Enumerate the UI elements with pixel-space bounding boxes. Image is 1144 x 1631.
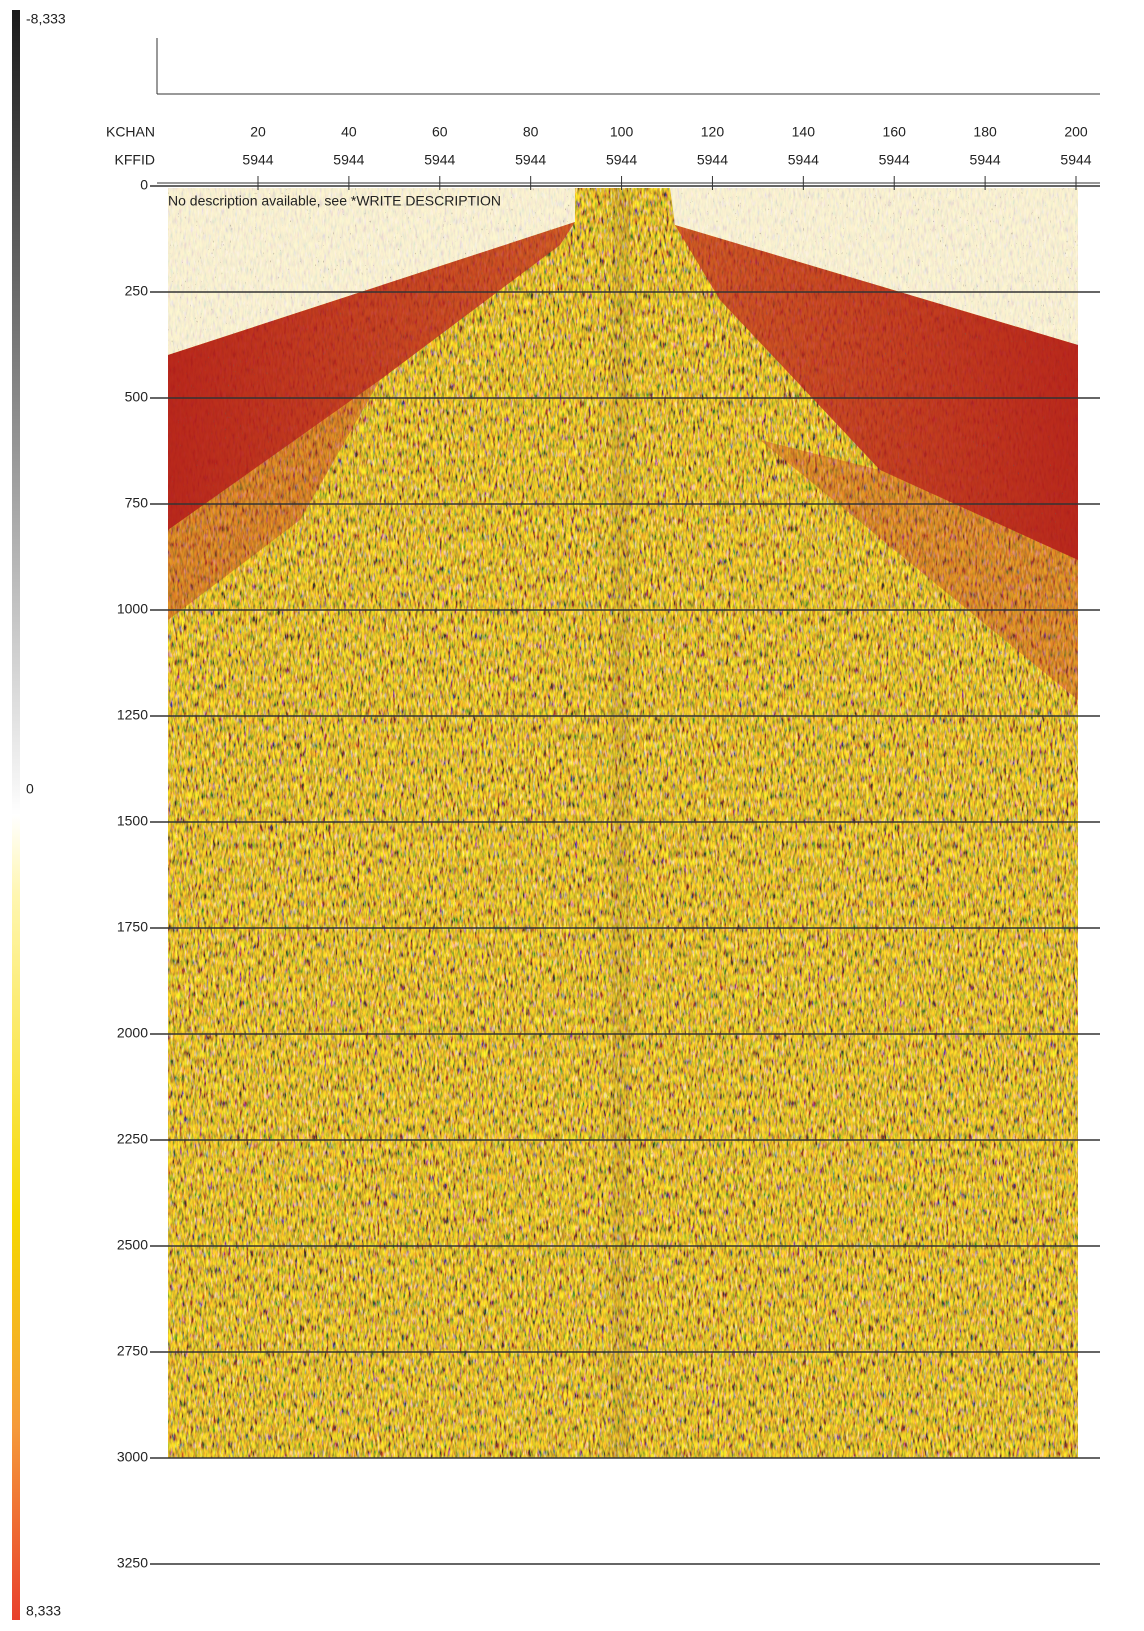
time-tick-label: 2000 — [117, 1025, 148, 1041]
time-tick-label: 2500 — [117, 1237, 148, 1253]
kchan-label: 20 — [250, 124, 266, 140]
time-tick-label: 750 — [125, 495, 149, 511]
axes: 20 5944 40 5944 60 5944 80 5944 100 5944 120 5944 14… — [117, 124, 1100, 1571]
description: No description available, see *WRITE DES… — [168, 193, 501, 209]
kffid-label: 5944 — [606, 152, 637, 168]
time-tick-label: 500 — [125, 389, 149, 405]
kchan-label: 80 — [523, 124, 539, 140]
header-row-label: KCHAN — [106, 124, 155, 140]
kffid-label: 5944 — [788, 152, 819, 168]
kffid-label: 5944 — [515, 152, 546, 168]
kchan-label: 120 — [701, 124, 725, 140]
time-tick-label: 1250 — [117, 707, 148, 723]
time-tick-label: 3250 — [117, 1555, 148, 1571]
colorbar-bottom-label: 8,333 — [26, 1603, 61, 1619]
kchan-label: 60 — [432, 124, 448, 140]
time-tick-label: 2750 — [117, 1343, 148, 1359]
kchan-label: 180 — [973, 124, 997, 140]
kchan-label: 200 — [1064, 124, 1088, 140]
seismic-image — [168, 188, 1078, 1458]
time-tick-label: 1750 — [117, 919, 148, 935]
colorbar-mid-label: 0 — [26, 781, 34, 797]
kffid-label: 5944 — [242, 152, 273, 168]
kchan-label: 40 — [341, 124, 357, 140]
time-tick-label: 1000 — [117, 601, 148, 617]
kchan-label: 100 — [610, 124, 634, 140]
colorbar — [12, 10, 20, 1620]
kchan-label: 140 — [792, 124, 816, 140]
kffid-label: 5944 — [333, 152, 364, 168]
kffid-label: 5944 — [424, 152, 455, 168]
header-row-label: KFFID — [115, 152, 155, 168]
kffid-label: 5944 — [879, 152, 910, 168]
colorbar-top-label: -8,333 — [26, 11, 66, 27]
time-tick-label: 250 — [125, 283, 149, 299]
time-tick-label: 3000 — [117, 1449, 148, 1465]
kffid-label: 5944 — [970, 152, 1001, 168]
time-tick-label: 2250 — [117, 1131, 148, 1147]
kffid-label: 5944 — [697, 152, 728, 168]
kchan-label: 160 — [883, 124, 907, 140]
kffid-label: 5944 — [1060, 152, 1091, 168]
time-tick-label: 0 — [140, 177, 148, 193]
time-tick-label: 1500 — [117, 813, 148, 829]
